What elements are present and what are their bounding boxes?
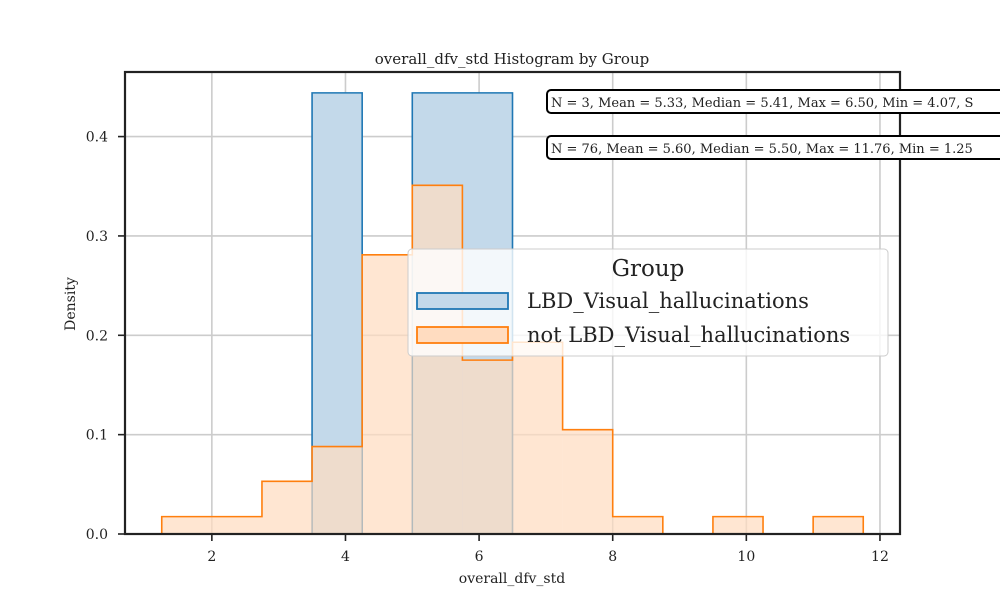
y-tick-label: 0.3 (86, 229, 108, 245)
stats-box-1: N = 3, Mean = 5.33, Median = 5.41, Max =… (546, 89, 1000, 114)
histogram-bar (412, 185, 463, 534)
histogram-bar (512, 342, 563, 534)
histogram-bar (312, 446, 363, 534)
stats-annotations: N = 3, Mean = 5.33, Median = 5.41, Max =… (546, 89, 1000, 160)
histogram-bar (813, 516, 864, 534)
x-tick-label: 4 (341, 549, 350, 565)
y-tick-label: 0.0 (86, 527, 108, 543)
x-tick-label: 12 (871, 549, 889, 565)
legend-label: LBD_Visual_hallucinations (527, 289, 809, 313)
histogram-bar (712, 516, 764, 534)
histogram-bar (161, 516, 262, 534)
y-tick-label: 0.1 (86, 428, 108, 444)
stats-box-2: N = 76, Mean = 5.60, Median = 5.50, Max … (546, 135, 1000, 160)
stats-box-border (546, 135, 1000, 160)
axis-ticks: 2 4 6 8 10 12 0.0 0.1 0.2 0.3 0.4 (86, 130, 889, 565)
stats-text: N = 3, Mean = 5.33, Median = 5.41, Max =… (551, 96, 973, 111)
legend-label: not LBD_Visual_hallucinations (527, 323, 850, 347)
histogram-bar (261, 481, 313, 534)
legend-swatch (416, 292, 509, 310)
histogram-bar (362, 254, 413, 534)
legend-swatch (416, 326, 509, 344)
stats-text: N = 76, Mean = 5.60, Median = 5.50, Max … (551, 142, 973, 157)
series-2 (160, 184, 865, 535)
x-tick-label: 10 (737, 549, 755, 565)
y-tick-label: 0.4 (86, 130, 108, 146)
histogram-bar (562, 429, 613, 534)
x-tick-label: 2 (207, 549, 216, 565)
histogram-bar (612, 516, 663, 534)
plot-border (123, 70, 902, 536)
x-tick-label: 6 (475, 549, 484, 565)
legend-box (407, 248, 889, 357)
plot-frame (123, 70, 902, 536)
x-axis-title: overall_dfv_std (459, 571, 565, 587)
x-tick-label: 8 (608, 549, 617, 565)
y-axis-title: Density (63, 277, 79, 331)
stats-box-border (546, 89, 1000, 114)
legend-title: Group (612, 256, 685, 282)
chart-title: overall_dfv_std Histogram by Group (375, 50, 649, 68)
histogram-bar (462, 360, 513, 534)
y-tick-label: 0.2 (86, 328, 108, 344)
